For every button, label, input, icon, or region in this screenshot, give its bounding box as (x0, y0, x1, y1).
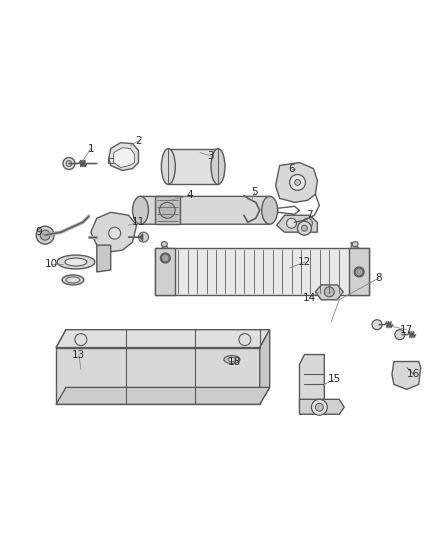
Ellipse shape (211, 149, 225, 184)
Text: 6: 6 (288, 164, 295, 174)
Circle shape (315, 403, 323, 411)
Text: 13: 13 (72, 350, 85, 360)
Ellipse shape (224, 356, 240, 364)
Ellipse shape (66, 277, 80, 283)
Text: 4: 4 (187, 190, 194, 200)
Circle shape (355, 268, 363, 276)
Circle shape (311, 399, 327, 415)
Text: 9: 9 (36, 227, 42, 237)
Text: 15: 15 (328, 374, 341, 384)
Text: 5: 5 (251, 188, 258, 197)
Text: 12: 12 (298, 257, 311, 267)
Polygon shape (277, 215, 318, 232)
Text: 11: 11 (132, 217, 145, 227)
Polygon shape (260, 330, 270, 404)
Polygon shape (56, 330, 270, 348)
Ellipse shape (161, 149, 175, 184)
Bar (168, 149, 218, 184)
Ellipse shape (160, 253, 170, 263)
Circle shape (66, 160, 72, 166)
Polygon shape (114, 148, 134, 167)
Ellipse shape (62, 275, 84, 285)
Text: 18: 18 (228, 357, 241, 367)
Text: 17: 17 (400, 325, 413, 335)
Text: 7: 7 (306, 210, 313, 220)
Text: 10: 10 (45, 259, 58, 269)
Circle shape (75, 334, 87, 345)
Text: 14: 14 (303, 293, 316, 303)
Circle shape (372, 320, 382, 330)
Circle shape (303, 218, 312, 228)
Text: 8: 8 (376, 273, 382, 283)
Circle shape (294, 180, 300, 185)
Ellipse shape (161, 241, 167, 247)
Circle shape (159, 203, 175, 218)
Polygon shape (315, 285, 343, 300)
Circle shape (63, 158, 75, 169)
Circle shape (324, 287, 334, 297)
Circle shape (36, 226, 54, 244)
Text: 2: 2 (135, 136, 142, 146)
Ellipse shape (352, 241, 358, 247)
Ellipse shape (262, 196, 278, 224)
Polygon shape (300, 354, 324, 411)
Polygon shape (349, 248, 369, 295)
Polygon shape (155, 196, 180, 224)
Polygon shape (56, 348, 260, 404)
Circle shape (138, 232, 148, 242)
Polygon shape (97, 245, 111, 272)
Polygon shape (300, 399, 344, 414)
Circle shape (297, 221, 311, 235)
Polygon shape (56, 387, 270, 404)
Polygon shape (91, 212, 137, 252)
Circle shape (161, 254, 170, 262)
Ellipse shape (133, 196, 148, 224)
Circle shape (40, 230, 50, 240)
Polygon shape (109, 143, 138, 171)
Circle shape (290, 174, 305, 190)
Ellipse shape (354, 267, 364, 277)
Text: 3: 3 (207, 151, 213, 160)
Circle shape (286, 218, 297, 228)
Polygon shape (392, 361, 421, 389)
Ellipse shape (57, 255, 95, 269)
Circle shape (395, 330, 405, 340)
Polygon shape (276, 163, 318, 203)
Polygon shape (155, 248, 175, 295)
Polygon shape (351, 242, 359, 248)
Text: 16: 16 (407, 369, 420, 379)
Circle shape (109, 227, 120, 239)
Circle shape (301, 225, 307, 231)
Ellipse shape (65, 258, 87, 266)
Polygon shape (155, 248, 369, 295)
Circle shape (239, 334, 251, 345)
Ellipse shape (228, 358, 236, 361)
Polygon shape (162, 242, 168, 248)
Polygon shape (133, 196, 278, 224)
Text: 1: 1 (88, 143, 94, 154)
